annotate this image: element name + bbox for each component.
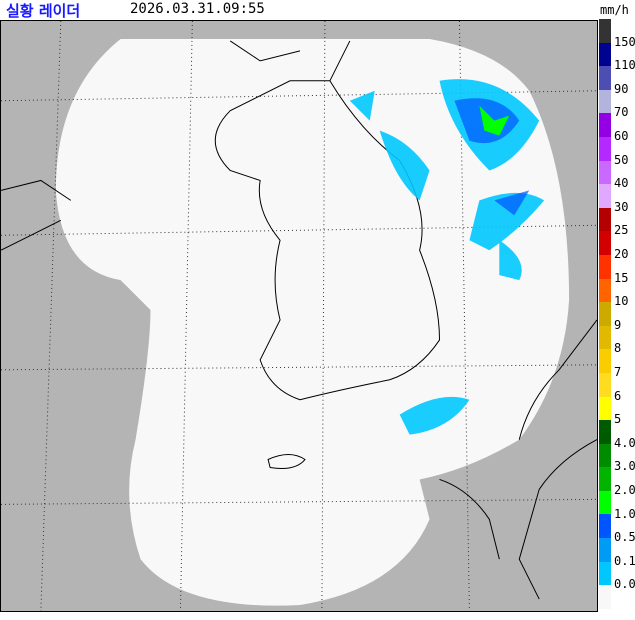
- legend-swatch: [599, 113, 611, 137]
- grid-lines: [1, 21, 597, 611]
- legend-label: 7: [614, 365, 622, 379]
- legend-swatch: [599, 160, 611, 185]
- unit-label: mm/h: [600, 3, 629, 17]
- legend-label: 5: [614, 412, 622, 427]
- legend-label: 0.5: [614, 530, 635, 545]
- legend-swatch: [599, 585, 611, 609]
- legend-swatch: [599, 420, 611, 444]
- timestamp: 2026.03.31.09:55: [130, 1, 265, 17]
- legend-label: 50: [614, 152, 629, 167]
- legend-swatch: [599, 89, 611, 114]
- legend-swatch: [599, 231, 611, 255]
- legend-swatch: [599, 66, 611, 90]
- legend-label: 70: [614, 105, 629, 120]
- page-title: 실황 레이더: [6, 2, 81, 20]
- legend-label: 0.0: [614, 577, 635, 592]
- legend-swatch: [599, 538, 611, 562]
- legend-swatch: [599, 278, 611, 303]
- legend-swatch: [599, 372, 611, 397]
- legend-label: 40: [614, 176, 629, 191]
- color-legend: [599, 19, 611, 609]
- legend-label: 9: [614, 317, 622, 332]
- legend-label: 10: [614, 294, 629, 309]
- legend-label: 8: [614, 341, 622, 356]
- legend-label: 110: [614, 58, 635, 73]
- legend-swatch: [599, 184, 611, 208]
- legend-label: 25: [614, 223, 629, 238]
- legend-label: 60: [614, 129, 629, 143]
- radar-coverage: [55, 38, 570, 606]
- legend-label: 20: [614, 247, 629, 261]
- legend-swatch: [599, 561, 611, 586]
- legend-swatch: [599, 467, 611, 491]
- coastlines: [1, 40, 597, 600]
- legend-swatch: [599, 19, 611, 43]
- legend-label: 90: [614, 81, 629, 96]
- legend-label: 4.0: [614, 435, 635, 450]
- legend-label: 1.0: [614, 506, 635, 521]
- legend-swatch: [599, 490, 611, 515]
- legend-swatch: [599, 207, 611, 232]
- legend-label: 6: [614, 388, 622, 403]
- legend-swatch: [599, 443, 611, 468]
- legend-swatch: [599, 302, 611, 326]
- legend-swatch: [599, 136, 611, 161]
- legend-label: 15: [614, 270, 629, 285]
- legend-swatch: [599, 254, 611, 279]
- legend-label: 3.0: [614, 459, 635, 474]
- legend-swatch: [599, 42, 611, 67]
- legend-label: 150: [614, 34, 635, 49]
- radar-map[interactable]: [0, 20, 598, 612]
- legend-label: 0.1: [614, 553, 635, 568]
- legend-swatch: [599, 514, 611, 539]
- legend-label: 2.0: [614, 483, 635, 497]
- legend-swatch: [599, 349, 611, 373]
- legend-swatch: [599, 396, 611, 421]
- legend-label: 30: [614, 199, 629, 214]
- legend-swatch: [599, 325, 611, 350]
